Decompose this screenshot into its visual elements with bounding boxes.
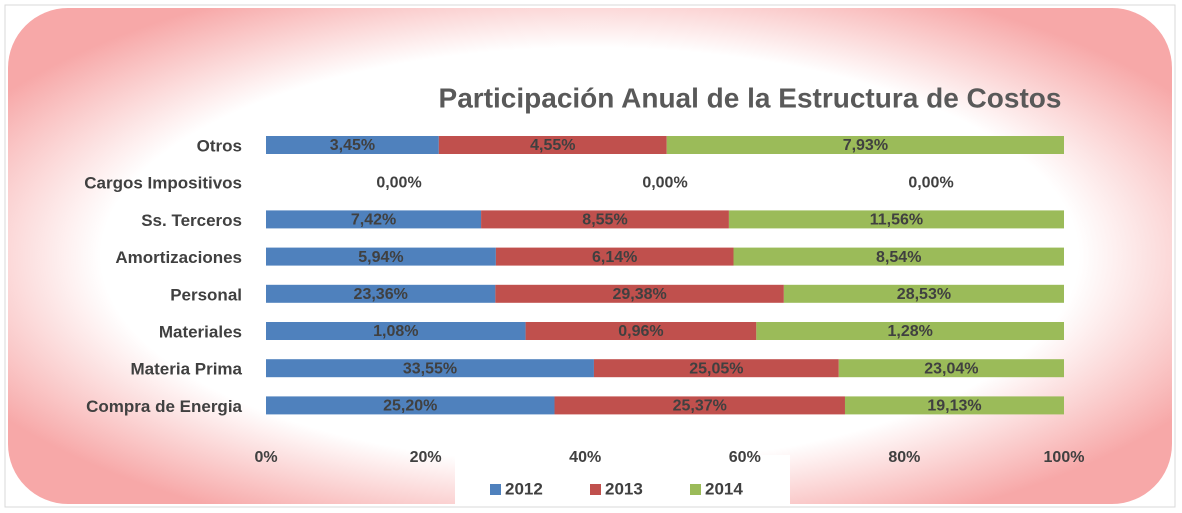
- bar-segment: [438, 136, 667, 154]
- data-label: 19,13%: [927, 398, 981, 415]
- bar-segment: [838, 359, 1064, 378]
- y-tick-label: Cargos Impositivos: [84, 174, 242, 193]
- data-label: 0,00%: [376, 174, 421, 191]
- bar-segment: [481, 210, 729, 229]
- data-label: 7,42%: [351, 212, 396, 229]
- y-tick-label: Otros: [197, 136, 242, 155]
- x-tick-label: 40%: [569, 449, 601, 466]
- bar-segment: [593, 359, 839, 378]
- y-tick-label: Personal: [170, 285, 242, 304]
- data-label: 0,00%: [642, 174, 687, 191]
- bar-segment: [266, 136, 439, 154]
- y-tick-label: Amortizaciones: [115, 248, 242, 267]
- data-label: 8,54%: [876, 249, 921, 266]
- bar-segment: [844, 396, 1064, 415]
- bar-segment: [266, 396, 555, 415]
- data-label: 29,38%: [612, 286, 666, 303]
- data-label: 0,00%: [908, 174, 953, 191]
- x-tick-label: 60%: [729, 449, 761, 466]
- y-tick-label: Materiales: [159, 322, 242, 341]
- bar-segment: [266, 210, 482, 229]
- bar-segment: [266, 284, 496, 303]
- data-label: 5,94%: [358, 249, 403, 266]
- y-tick-label: Compra de Energia: [86, 397, 242, 416]
- bar-segment: [554, 396, 845, 415]
- legend-label: 2012: [505, 479, 543, 498]
- data-label: 1,28%: [887, 323, 932, 340]
- y-tick-label: Ss. Terceros: [141, 211, 242, 230]
- data-label: 7,93%: [843, 137, 888, 154]
- chart-title: Participación Anual de la Estructura de …: [439, 82, 1062, 113]
- data-label: 25,37%: [673, 398, 727, 415]
- bar-segment: [733, 247, 1064, 266]
- x-tick-label: 0%: [254, 449, 277, 466]
- bar-segment: [525, 322, 757, 340]
- x-tick-label: 20%: [410, 449, 442, 466]
- legend-label: 2014: [705, 479, 743, 498]
- data-label: 6,14%: [592, 249, 637, 266]
- data-label: 25,20%: [383, 398, 437, 415]
- data-label: 1,08%: [373, 323, 418, 340]
- legend-label: 2013: [605, 479, 643, 498]
- data-label: 3,45%: [330, 137, 375, 154]
- data-label: 23,04%: [924, 360, 978, 377]
- data-label: 23,36%: [354, 286, 408, 303]
- data-label: 0,96%: [618, 323, 663, 340]
- bar-segment: [495, 247, 734, 266]
- x-tick-label: 80%: [888, 449, 920, 466]
- bar-segment: [266, 247, 496, 266]
- bar-segment: [756, 322, 1064, 340]
- y-tick-label: Materia Prima: [131, 360, 243, 379]
- legend-swatch: [690, 484, 701, 495]
- data-label: 4,55%: [530, 137, 575, 154]
- bar-segment: [495, 284, 784, 303]
- legend-swatch: [490, 484, 501, 495]
- data-label: 11,56%: [870, 212, 923, 229]
- bar-segment: [666, 136, 1064, 154]
- data-label: 33,55%: [403, 360, 457, 377]
- x-tick-label: 100%: [1044, 449, 1085, 466]
- legend-box: [455, 455, 790, 505]
- data-label: 25,05%: [689, 360, 743, 377]
- bar-segment: [783, 284, 1064, 303]
- bar-segment: [728, 210, 1064, 229]
- bar-segment: [266, 359, 594, 378]
- data-label: 8,55%: [582, 212, 627, 229]
- data-label: 28,53%: [897, 286, 951, 303]
- legend-swatch: [590, 484, 601, 495]
- bar-segment: [266, 322, 526, 340]
